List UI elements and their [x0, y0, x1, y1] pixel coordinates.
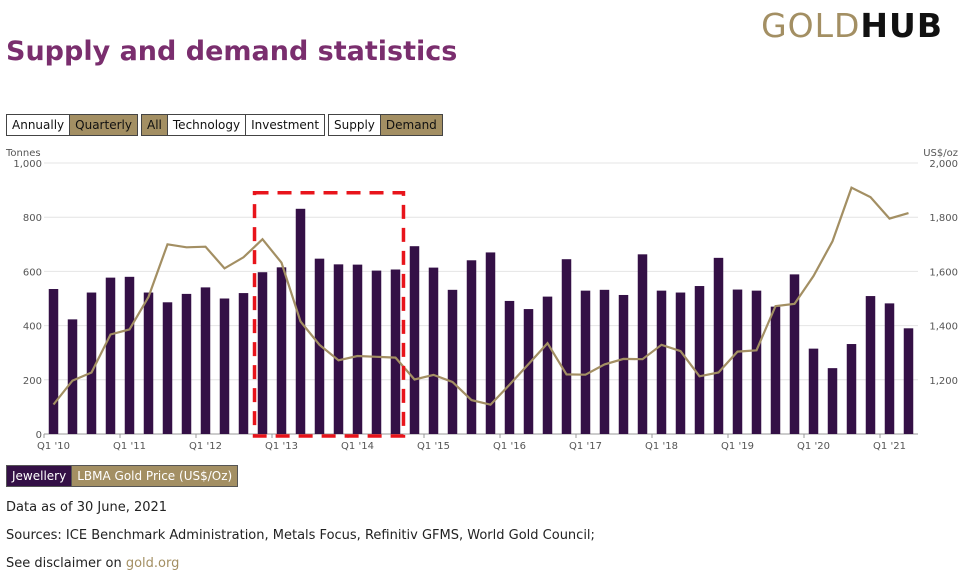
jewellery-bar[interactable]: [751, 290, 762, 434]
jewellery-bar[interactable]: [48, 289, 59, 434]
y-tick-label-right: 1,600: [929, 267, 958, 278]
jewellery-bar[interactable]: [485, 252, 496, 434]
jewellery-bar[interactable]: [333, 264, 344, 434]
x-tick-label: Q1 '10: [37, 441, 70, 452]
jewellery-bar[interactable]: [732, 289, 743, 434]
category-toggle: All Technology Investment: [141, 114, 326, 136]
jewellery-bar[interactable]: [409, 246, 420, 434]
jewellery-bar[interactable]: [656, 290, 667, 434]
jewellery-bar[interactable]: [200, 287, 211, 434]
y-tick-label-right: 1,800: [929, 213, 958, 224]
y-tick-label-left: 600: [23, 267, 42, 278]
legend-jewellery[interactable]: Jewellery: [6, 465, 73, 487]
y-tick-label-left: 200: [23, 376, 42, 387]
jewellery-bar[interactable]: [846, 344, 857, 434]
supply-button[interactable]: Supply: [328, 114, 381, 136]
page-title: Supply and demand statistics: [6, 36, 458, 67]
annually-button[interactable]: Annually: [6, 114, 71, 136]
technology-button[interactable]: Technology: [166, 114, 247, 136]
left-axis-unit: Tonnes: [5, 148, 41, 159]
jewellery-bar[interactable]: [580, 290, 591, 434]
jewellery-bar[interactable]: [276, 267, 287, 434]
jewellery-bar[interactable]: [371, 270, 382, 434]
y-tick-label-left: 400: [23, 322, 42, 333]
period-toggle: Annually Quarterly: [6, 114, 138, 136]
logo-gold-text: GOLD: [761, 6, 861, 45]
jewellery-bar[interactable]: [523, 309, 534, 434]
jewellery-bar[interactable]: [447, 289, 458, 434]
x-tick-label: Q1 '19: [721, 441, 754, 452]
y-tick-label-left: 800: [23, 213, 42, 224]
jewellery-bar[interactable]: [390, 269, 401, 434]
gold-org-link[interactable]: gold.org: [125, 556, 180, 571]
jewellery-bar[interactable]: [884, 303, 895, 434]
jewellery-bar[interactable]: [86, 292, 97, 434]
jewellery-bar[interactable]: [599, 289, 610, 434]
investment-button[interactable]: Investment: [245, 114, 326, 136]
disclaimer-prefix: See disclaimer on: [6, 556, 126, 571]
jewellery-bar[interactable]: [314, 258, 325, 434]
jewellery-bar[interactable]: [67, 319, 78, 434]
disclaimer-text: See disclaimer on gold.org: [6, 556, 179, 571]
x-tick-label: Q1 '21: [873, 441, 906, 452]
y-tick-label-right: 1,400: [929, 322, 958, 333]
jewellery-bar[interactable]: [618, 294, 629, 434]
y-tick-label-left: 0: [36, 430, 42, 441]
x-tick-label: Q1 '13: [265, 441, 298, 452]
jewellery-bar[interactable]: [352, 264, 363, 434]
x-tick-label: Q1 '15: [417, 441, 450, 452]
jewellery-bar[interactable]: [181, 293, 192, 434]
demand-button[interactable]: Demand: [379, 114, 443, 136]
gold-price-line[interactable]: [52, 186, 909, 406]
all-button[interactable]: All: [141, 114, 168, 136]
right-axis-unit: US$/oz: [923, 148, 958, 159]
x-tick-label: Q1 '16: [493, 441, 526, 452]
logo-hub-text: HUB: [860, 6, 943, 45]
jewellery-bar[interactable]: [903, 328, 914, 434]
jewellery-bar[interactable]: [675, 292, 686, 434]
jewellery-bar[interactable]: [827, 368, 838, 434]
x-tick-label: Q1 '17: [569, 441, 602, 452]
jewellery-bar[interactable]: [105, 277, 116, 434]
jewellery-bar[interactable]: [865, 296, 876, 434]
jewellery-bar[interactable]: [789, 274, 800, 434]
jewellery-bar[interactable]: [542, 296, 553, 434]
jewellery-bar[interactable]: [770, 306, 781, 434]
jewellery-bar[interactable]: [257, 272, 268, 434]
jewellery-bar[interactable]: [162, 302, 173, 434]
goldhub-logo[interactable]: GOLDHUB: [761, 6, 943, 45]
jewellery-bar[interactable]: [143, 292, 154, 434]
chart-legend: Jewellery LBMA Gold Price (US$/Oz): [6, 465, 239, 487]
jewellery-bar[interactable]: [504, 300, 515, 434]
legend-gold-price[interactable]: LBMA Gold Price (US$/Oz): [71, 465, 239, 487]
x-tick-label: Q1 '18: [645, 441, 678, 452]
y-tick-label-left: 1,000: [13, 159, 42, 170]
jewellery-bar[interactable]: [637, 254, 648, 434]
y-tick-label-right: 2,000: [929, 159, 958, 170]
jewellery-bar[interactable]: [428, 267, 439, 434]
jewellery-bar[interactable]: [561, 259, 572, 434]
jewellery-bar[interactable]: [219, 298, 230, 435]
jewellery-bar[interactable]: [694, 286, 705, 434]
jewellery-bar[interactable]: [466, 260, 477, 434]
x-tick-label: Q1 '12: [189, 441, 222, 452]
jewellery-bar[interactable]: [238, 293, 249, 434]
quarterly-button[interactable]: Quarterly: [69, 114, 138, 136]
jewellery-bar[interactable]: [713, 257, 724, 434]
sources-text: Sources: ICE Benchmark Administration, M…: [6, 528, 595, 543]
side-toggle: Supply Demand: [328, 114, 443, 136]
jewellery-bar[interactable]: [808, 348, 819, 434]
x-tick-label: Q1 '14: [341, 441, 374, 452]
data-as-of-text: Data as of 30 June, 2021: [6, 500, 168, 515]
x-tick-label: Q1 '11: [113, 441, 146, 452]
y-tick-label-right: 1,200: [929, 376, 958, 387]
demand-chart: Tonnes US$/oz 0 200 400 600 800 1,000 1,200 1,400…: [5, 148, 958, 452]
jewellery-bar[interactable]: [124, 276, 135, 434]
highlight-box: [252, 191, 406, 438]
x-tick-label: Q1 '20: [797, 441, 830, 452]
